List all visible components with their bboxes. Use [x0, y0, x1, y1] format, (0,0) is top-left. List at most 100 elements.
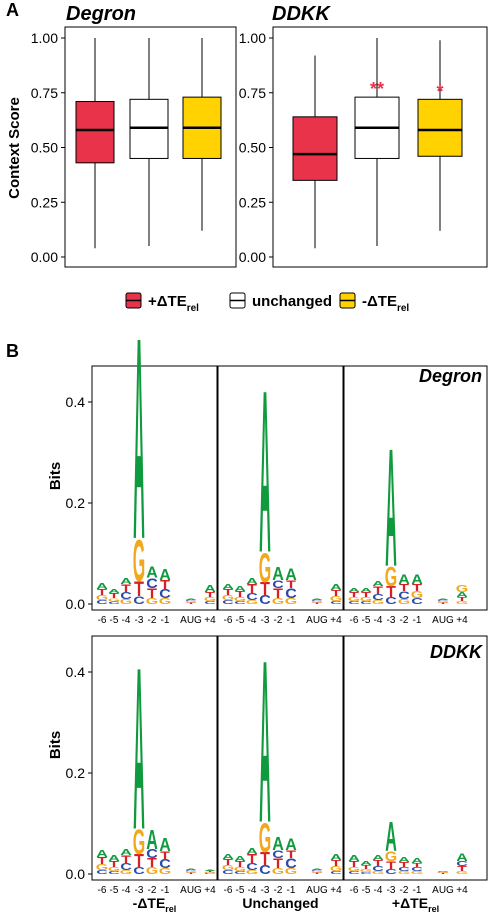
- logo-position-label: -6: [224, 615, 233, 626]
- logo-position-label: AUG: [180, 615, 202, 626]
- box-0: [292, 55, 338, 249]
- logo-letter-C: C: [360, 872, 372, 875]
- logo-letter-A: A: [185, 599, 197, 600]
- box-1: **: [354, 38, 400, 247]
- logo-letter-A: A: [437, 599, 449, 600]
- logo-letter-A: A: [246, 846, 258, 856]
- logo-letter-C: C: [120, 590, 132, 601]
- logo-position-label: -5: [110, 885, 119, 896]
- logo-letter-C: C: [204, 600, 216, 605]
- logo-position-label: -4: [122, 885, 131, 896]
- logo-letter-C: C: [222, 599, 234, 606]
- logo-letter-G: G: [285, 596, 298, 606]
- logo-position-label: -5: [362, 615, 371, 626]
- logo-letter-T: T: [205, 591, 215, 599]
- logo-letter-C: C: [259, 593, 271, 607]
- logo-letter-A: A: [146, 565, 158, 582]
- logo-letter-G: G: [372, 599, 384, 606]
- logo-letter-G: G: [398, 598, 410, 606]
- logo-letter-C: C: [120, 861, 132, 872]
- logo-letter-C: C: [108, 601, 120, 605]
- logo-position-label: -5: [236, 615, 245, 626]
- logo-letter-T: T: [235, 859, 245, 869]
- logo-letter-A: A: [437, 871, 449, 872]
- logo-letter-A: A: [204, 870, 216, 871]
- legend-label: unchanged: [252, 293, 332, 310]
- logo-y-tick-label: 0.4: [66, 664, 86, 680]
- logo-letter-G: G: [222, 594, 234, 602]
- logo-letter-A: A: [133, 279, 145, 600]
- logo-letter-G: G: [96, 594, 108, 602]
- logo-letter-A: A: [360, 860, 372, 867]
- logo-position-label: -3: [387, 615, 396, 626]
- logo-letter-C: C: [311, 870, 323, 871]
- logo-letter-A: A: [311, 599, 323, 600]
- logo-row-title-degron: Degron: [419, 366, 482, 386]
- logo-letter-T: T: [361, 864, 372, 871]
- panel-b-label: B: [6, 341, 19, 361]
- logo-letter-C: C: [372, 865, 384, 873]
- logo-letter-C: C: [330, 870, 342, 875]
- box-0: [75, 38, 115, 249]
- logo-letter-C: C: [133, 593, 145, 606]
- logo-letter-A: A: [456, 850, 468, 863]
- logo-position-label: -1: [413, 885, 422, 896]
- logo-position-label: +4: [456, 885, 468, 896]
- logo-panel-frame: [343, 635, 488, 881]
- logo-position-label: -4: [122, 615, 131, 626]
- logo-position-label: AUG: [432, 615, 454, 626]
- logo-panel-frame: [217, 365, 344, 611]
- legend: +ΔTErel unchanged -ΔTErel: [125, 292, 409, 314]
- logo-letter-A: A: [372, 854, 384, 862]
- logo-letter-G: G: [246, 869, 258, 876]
- logo-position-label: -2: [148, 885, 157, 896]
- logo-position-label: AUG: [306, 615, 328, 626]
- logo-letter-A: A: [411, 572, 423, 588]
- logo-letter-G: G: [456, 583, 468, 594]
- logo-position-label: +4: [204, 885, 216, 896]
- logo-letter-T: T: [247, 582, 257, 596]
- logo-position-label: +4: [330, 885, 342, 896]
- logo-letter-G: G: [96, 862, 109, 872]
- logo-position-label: +4: [204, 615, 216, 626]
- logo-letter-G: G: [234, 596, 246, 603]
- logo-letter-C: C: [185, 870, 197, 871]
- logo-letter-A: A: [159, 834, 171, 855]
- logo-letter-G: G: [204, 596, 216, 603]
- logo-letter-C: C: [96, 599, 108, 606]
- logo-letter-T: T: [438, 873, 448, 874]
- logo-letter-A: A: [222, 853, 234, 861]
- logo-letter-T: T: [373, 858, 383, 868]
- logo-letter-C: C: [348, 870, 360, 875]
- logo-column-label-0: -ΔTErel: [133, 895, 177, 914]
- logo-letter-T: T: [235, 589, 245, 599]
- logo-letter-C: C: [96, 869, 108, 876]
- logo-letter-A: A: [285, 835, 297, 853]
- logo-letter-T: T: [373, 583, 383, 596]
- y-tick-label: 0.00: [239, 249, 266, 265]
- y-tick-label: 0.25: [31, 194, 58, 210]
- logo-letter-T: T: [399, 582, 409, 593]
- logo-letter-G: G: [185, 601, 198, 603]
- logo-letter-C: C: [272, 577, 284, 590]
- logo-letter-A: A: [456, 591, 468, 599]
- logo-letter-C: C: [411, 596, 423, 606]
- logo-letter-G: G: [108, 597, 120, 603]
- logo-letter-T: T: [186, 872, 196, 874]
- logo-letter-A: A: [204, 583, 216, 594]
- logo-letter-A: A: [372, 580, 384, 588]
- logo-letter-A: A: [234, 855, 246, 863]
- logo-column-label-1: Unchanged: [242, 895, 318, 911]
- logo-letter-G: G: [146, 596, 159, 606]
- logo-panel-frame: [217, 635, 344, 881]
- logo-letter-C: C: [108, 870, 120, 875]
- logo-letter-C: C: [456, 860, 468, 868]
- logo-letter-C: C: [437, 600, 449, 601]
- logo-position-label: -6: [98, 615, 107, 626]
- logo-letter-G: G: [437, 872, 450, 873]
- logo-letter-T: T: [457, 596, 468, 603]
- logo-letter-T: T: [260, 578, 270, 599]
- logo-letter-C: C: [285, 586, 297, 602]
- boxplot-marks: 0.00 0.25 0.50 0.75 1.00 0.00 0.25 0.50 0.75 1.00…: [31, 30, 463, 265]
- logo-letter-A: A: [234, 585, 246, 593]
